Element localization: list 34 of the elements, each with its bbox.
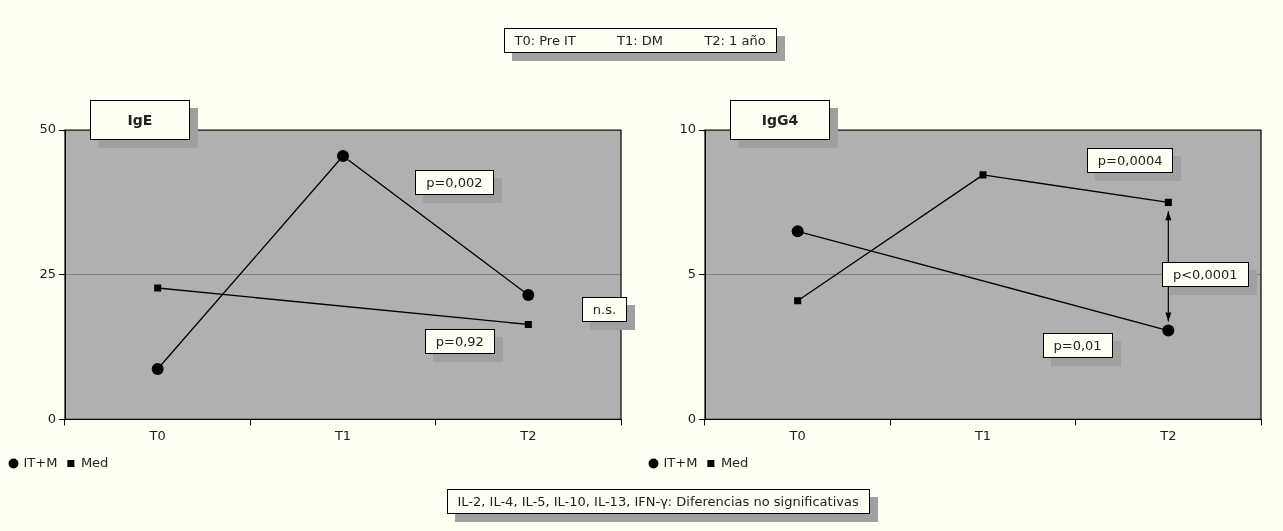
point	[1164, 198, 1172, 206]
point	[154, 284, 162, 292]
x-tick-label: T2	[519, 427, 537, 443]
point	[1162, 324, 1175, 337]
annotation: p=0,01	[1042, 333, 1113, 359]
x-tick-label: T2	[1159, 427, 1177, 443]
y-tick-label: 5	[687, 266, 696, 282]
point	[151, 363, 164, 376]
annotation: p=0,002	[415, 169, 494, 195]
annotation: n.s.	[581, 296, 628, 322]
x-tick-label: T0	[788, 427, 806, 443]
x-tick-label: T0	[148, 427, 166, 443]
legend-label: Med	[80, 454, 109, 470]
point	[524, 320, 532, 329]
x-tick-label: T1	[333, 427, 352, 443]
text: IL-2, IL-4, IL-5, IL-10, IL-13, IFN-γ: Diferencias no significativas	[446, 488, 870, 514]
point	[522, 288, 535, 301]
annotation: p=0,0004	[1086, 147, 1174, 173]
y-tick-label: 0	[47, 410, 56, 426]
annotation: p=0,92	[424, 328, 495, 354]
y-tick-label: 50	[39, 121, 56, 137]
y-tick-label: 25	[39, 266, 56, 282]
y-tick-label: 0	[687, 410, 696, 426]
point	[794, 297, 802, 305]
legend-label: Med	[720, 454, 749, 470]
y-tick-label: 10	[679, 121, 696, 137]
x-tick-label: T1	[973, 427, 992, 443]
point	[979, 171, 987, 179]
point	[337, 150, 349, 163]
point	[791, 225, 804, 238]
legend-label: IT+M	[23, 454, 58, 470]
text: T0: Pre IT T1: DM T2: 1 año	[503, 27, 777, 53]
legend-label: IT+M	[663, 454, 698, 470]
annotation: p<0,0001	[1161, 262, 1249, 288]
